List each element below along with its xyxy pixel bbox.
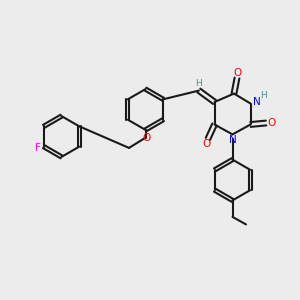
Text: H: H <box>195 80 201 88</box>
Text: N: N <box>253 97 260 107</box>
Text: H: H <box>261 91 267 100</box>
Text: O: O <box>143 133 151 143</box>
Text: O: O <box>233 68 242 78</box>
Text: F: F <box>35 143 41 153</box>
Text: O: O <box>267 118 276 128</box>
Text: N: N <box>229 135 236 146</box>
Text: O: O <box>202 139 211 149</box>
